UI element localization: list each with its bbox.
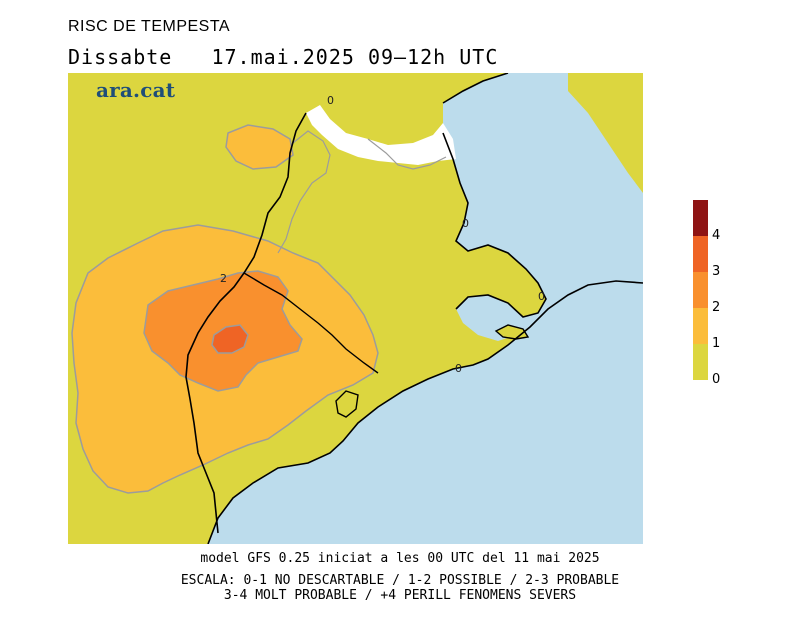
scale-description-line-1: ESCALA: 0-1 NO DESCARTABLE / 1-2 POSSIBL… (180, 573, 620, 588)
scale-description-line-2: 3-4 MOLT PROBABLE / +4 PERILL FENOMENS S… (223, 588, 577, 603)
legend-swatch-3-4 (693, 236, 708, 272)
legend-tick: 0 (712, 372, 721, 387)
regional-border-black (243, 272, 379, 374)
gulf-coastline (442, 73, 547, 318)
legend-swatch-4-plus (693, 200, 708, 236)
risk-color-legend: 4 3 2 1 0 (693, 200, 753, 390)
risk-area-3-4 (211, 324, 249, 354)
ara-cat-logo[interactable]: ara.cat (96, 78, 176, 102)
gulf-sea-area (443, 73, 643, 341)
international-border (185, 112, 307, 534)
legend-swatch-0-1 (693, 344, 708, 380)
map-canvas (68, 73, 643, 544)
contour-label: 0 (455, 362, 462, 375)
risk-area-1-2-north (225, 124, 294, 170)
contour-label: 0 (462, 217, 469, 230)
legend-tick: 1 (712, 336, 721, 351)
region-border-east (367, 138, 447, 170)
region-border (277, 130, 331, 254)
contour-label: 0 (327, 94, 334, 107)
legend-swatch-2-3 (693, 272, 708, 308)
sea-area (208, 281, 643, 544)
legend-tick: 2 (712, 300, 721, 315)
contour-label: 2 (220, 272, 227, 285)
island-south (335, 390, 359, 418)
model-info: model GFS 0.25 iniciat a les 00 UTC del … (200, 551, 600, 566)
coastline (207, 280, 643, 544)
storm-risk-map (68, 73, 643, 544)
contour-label: 0 (538, 290, 545, 303)
map-title: RISC DE TEMPESTA (68, 18, 231, 35)
legend-swatch-1-2 (693, 308, 708, 344)
forecast-date-subtitle: Dissabte 17.mai.2025 09–12h UTC (68, 45, 499, 69)
legend-tick: 3 (712, 264, 721, 279)
no-data-area (306, 105, 456, 165)
legend-tick: 4 (712, 228, 721, 243)
